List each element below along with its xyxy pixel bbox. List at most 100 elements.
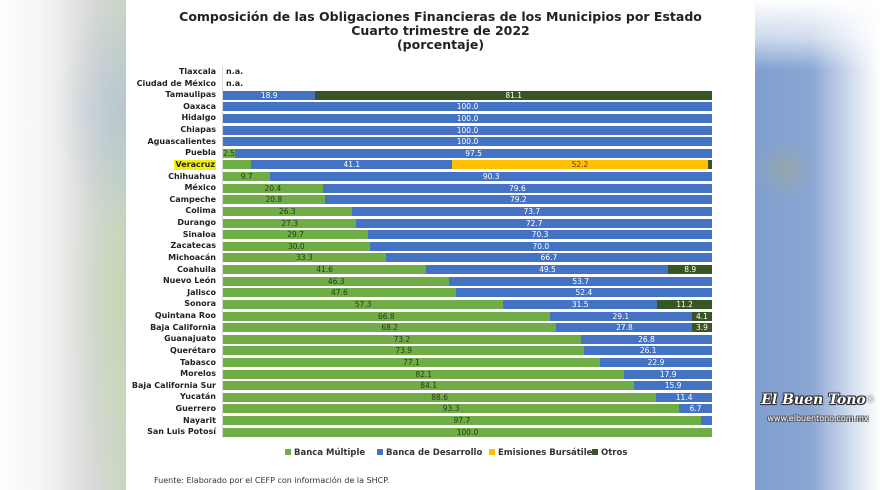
data-label: 57.3: [354, 299, 372, 309]
data-label: 2.5: [223, 148, 235, 158]
category-label: Yucatán: [180, 392, 216, 402]
bar-segment-banca-multiple: [223, 311, 550, 321]
legend-swatch: [285, 449, 291, 455]
data-label: 66.7: [540, 253, 558, 263]
data-label: 29.7: [287, 230, 304, 240]
bar-segment-banca-multiple: [223, 218, 357, 228]
data-label: 68.2: [381, 323, 399, 333]
data-label: 77.1: [403, 358, 420, 367]
category-label: Nuevo León: [162, 276, 216, 286]
bar-segment-otros: [657, 299, 712, 309]
data-label: 27.3: [281, 218, 299, 228]
legend-label: Banca Múltiple: [294, 448, 366, 458]
category-label: Durango: [177, 218, 216, 228]
bar-segment-banca-de-desarrollo: [251, 160, 453, 170]
bar-segment-banca-multiple: [223, 206, 352, 216]
legend-label: Emisiones Bursátiles: [498, 448, 598, 458]
blurred-background-right: [755, 0, 880, 490]
watermark: El Buen Tono® www.elbuentono.com.mx: [758, 392, 878, 424]
bar-segment-banca-de-desarrollo: [556, 323, 693, 333]
data-label: 73.2: [393, 334, 411, 344]
bar-segment-banca-multiple: [223, 253, 386, 263]
bar-segment-banca-multiple: [223, 265, 427, 275]
bar-segment-banca-multiple: [223, 148, 236, 158]
bar-segment-banca-multiple: [223, 358, 601, 367]
bar-segment-banca-de-desarrollo: [223, 125, 712, 135]
data-label: 100.0: [456, 102, 479, 112]
data-label: 20.4: [264, 183, 282, 193]
category-label: San Luis Potosí: [147, 427, 216, 437]
bar-segment-banca-de-desarrollo: [679, 404, 712, 414]
category-label: Hidalgo: [181, 113, 216, 123]
category-label: Zacatecas: [170, 241, 217, 251]
chart-subtitle: Cuarto trimestre de 2022: [351, 23, 530, 38]
category-label: Campeche: [169, 194, 216, 204]
bar-segment-banca-de-desarrollo: [455, 288, 712, 298]
bar-segment-banca-de-desarrollo: [549, 311, 692, 321]
bar-segment-banca-multiple: [223, 427, 712, 437]
legend-swatch: [377, 449, 383, 455]
bar-segment-banca-multiple: [223, 230, 369, 240]
legend-label: Otros: [601, 448, 628, 458]
source-note: Fuente: Elaborado por el CEFP con inform…: [154, 476, 390, 485]
data-label: 26.3: [278, 206, 296, 216]
bar-segment-banca-de-desarrollo: [368, 230, 712, 240]
bar-segment-otros: [668, 265, 712, 275]
watermark-url: www.elbuentono.com.mx: [767, 414, 869, 423]
category-label: Chiapas: [180, 125, 216, 135]
legend-swatch: [592, 449, 598, 455]
category-axis-line: [222, 66, 223, 438]
category-label: Sinaloa: [182, 229, 216, 239]
bar-segment-banca-de-desarrollo: [324, 195, 712, 205]
data-label: 11.4: [675, 392, 693, 402]
bar-segment-banca-de-desarrollo: [600, 358, 712, 367]
data-label: 79.2: [509, 195, 527, 205]
bar-segment-banca-multiple: [223, 323, 557, 333]
bar-segment-otros: [691, 311, 712, 321]
bar-segment-banca-multiple: [223, 172, 271, 182]
data-label: 26.1: [639, 346, 657, 356]
category-label: Guerrero: [175, 403, 216, 413]
category-label: Tabasco: [180, 357, 216, 367]
category-label: Morelos: [180, 369, 216, 379]
data-label: 47.6: [331, 288, 348, 298]
legend-swatch: [489, 449, 495, 455]
data-label: 82.1: [415, 369, 433, 379]
bar-segment-otros: [707, 160, 712, 170]
data-label: 100.0: [456, 125, 479, 135]
category-label: Querétaro: [170, 345, 216, 355]
category-label: Michoacán: [168, 252, 216, 262]
data-label: 93.3: [442, 404, 460, 414]
bar-segment-banca-de-desarrollo: [580, 334, 712, 344]
data-label: 33.3: [296, 253, 313, 263]
watermark-brand-line: El Buen Tono®: [758, 392, 878, 409]
data-label: 72.7: [525, 218, 543, 228]
data-label: 22.9: [647, 358, 665, 367]
chart-title: Composición de las Obligaciones Financie…: [179, 9, 702, 24]
data-label: 66.8: [377, 311, 395, 321]
bar-segment-banca-de-desarrollo: [235, 148, 712, 158]
data-label: 97.5: [465, 148, 482, 158]
data-label: 70.3: [531, 230, 549, 240]
bar-segment-banca-de-desarrollo: [270, 172, 712, 182]
data-label: 20.8: [265, 195, 283, 205]
bar-segment-banca-de-desarrollo: [369, 241, 712, 251]
category-label: México: [184, 183, 216, 193]
category-label: Chihuahua: [168, 171, 216, 181]
data-label: 90.3: [482, 172, 500, 182]
data-label: 4.1: [695, 311, 708, 321]
bar-segment-banca-de-desarrollo: [700, 416, 712, 426]
category-label: Aguascalientes: [147, 136, 216, 146]
data-label: 26.8: [638, 334, 655, 344]
bar-segment-banca-de-desarrollo: [503, 299, 658, 309]
data-label: 49.5: [539, 265, 556, 275]
data-label: 8.9: [684, 265, 697, 275]
bar-segment-banca-multiple: [223, 288, 456, 298]
category-label: Baja California: [150, 322, 216, 332]
data-label: 70.0: [532, 241, 550, 251]
data-label: 3.9: [696, 323, 708, 333]
bar-segment-banca-multiple: [223, 183, 323, 193]
legend-item: Emisiones Bursátiles: [489, 448, 597, 458]
data-label: 100.0: [456, 113, 479, 123]
na-label: n.a.: [226, 67, 244, 76]
